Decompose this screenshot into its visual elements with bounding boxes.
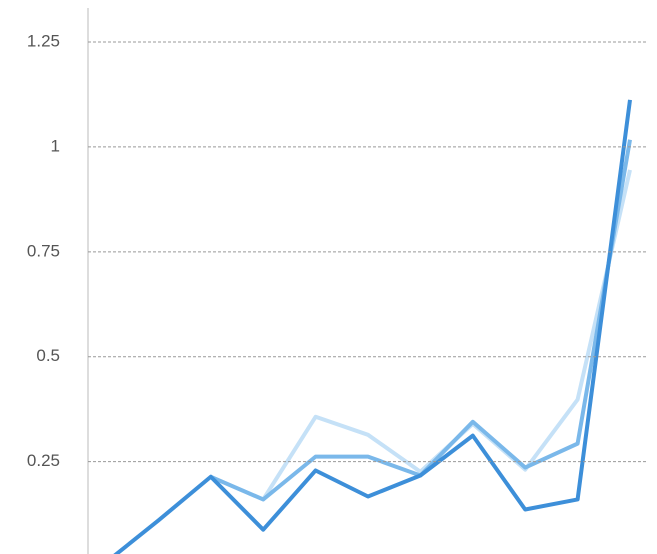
y-tick-label: 1.25 [27, 31, 60, 50]
series-line [113, 99, 632, 554]
y-tick-label: 0.5 [36, 346, 60, 365]
y-tick-label: 0.25 [27, 451, 60, 470]
y-tick-label: 0.75 [27, 241, 60, 260]
series-line [210, 139, 632, 502]
y-tick-label: 1 [51, 136, 60, 155]
plot-area [113, 99, 632, 554]
series-line [210, 169, 632, 502]
